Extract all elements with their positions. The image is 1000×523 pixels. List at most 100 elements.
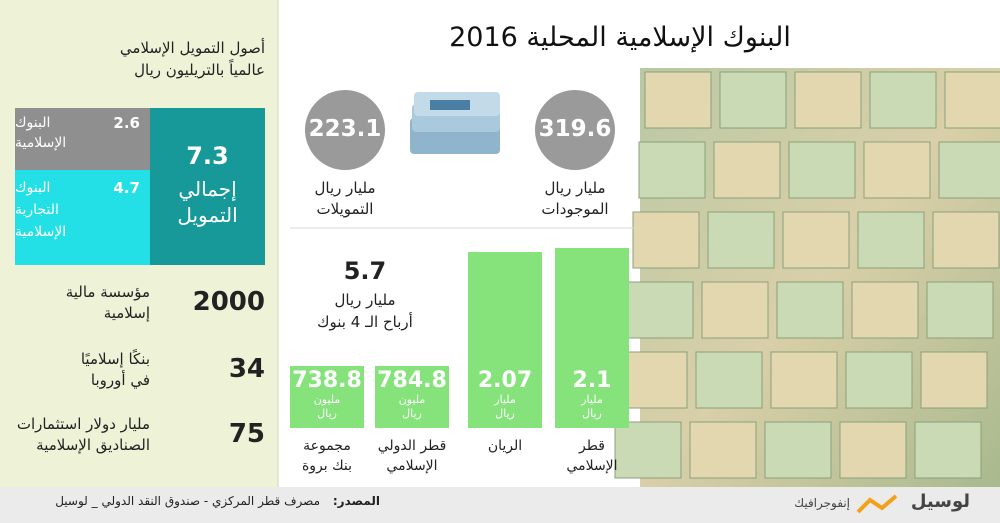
total-label: التمويل xyxy=(177,203,238,227)
bar-unit: ريال xyxy=(402,407,422,420)
banknote xyxy=(701,281,769,339)
fact-value: 2000 xyxy=(192,287,265,317)
banknote xyxy=(707,211,775,269)
bar-unit: مليار xyxy=(581,393,603,406)
box-value: 4.7 xyxy=(113,179,140,197)
banknote xyxy=(851,281,919,339)
footer xyxy=(0,487,1000,523)
panel-heading: عالمياً بالتريليون ريال xyxy=(134,61,265,79)
banknote xyxy=(932,211,1000,269)
bar-name: الإسلامي xyxy=(386,458,438,474)
bar-unit: ريال xyxy=(582,407,602,420)
bar-name: مجموعة xyxy=(303,438,351,454)
banknote xyxy=(644,71,712,129)
banknote xyxy=(920,351,988,409)
banknote xyxy=(695,351,763,409)
banknote xyxy=(938,141,1000,199)
banknote xyxy=(614,421,682,479)
bar-value: 2.07 xyxy=(477,368,533,393)
banknote xyxy=(944,71,1000,129)
bar-unit: مليون xyxy=(398,393,426,406)
banknote xyxy=(632,211,700,269)
notes-pattern xyxy=(614,71,1000,479)
fact-label: بنكًا إسلاميًا xyxy=(80,350,150,368)
banknote xyxy=(926,281,994,339)
circle-value: 319.6 xyxy=(538,116,612,142)
box-value: 2.6 xyxy=(113,114,140,132)
bar-value: 784.8 xyxy=(377,368,447,393)
banknote xyxy=(620,351,688,409)
bar-name: الإسلامي xyxy=(566,458,618,474)
profits-unit: مليار ريال xyxy=(334,291,396,309)
banknote xyxy=(839,421,907,479)
banknote xyxy=(788,141,856,199)
total-value: 7.3 xyxy=(186,142,229,170)
banknote xyxy=(794,71,862,129)
circle xyxy=(535,90,615,170)
photo xyxy=(640,68,1000,487)
circle xyxy=(305,90,385,170)
logo-mark xyxy=(856,494,898,514)
fact-label: في أوروبا xyxy=(90,371,150,389)
banknote xyxy=(869,71,937,129)
profits-value: 5.7 xyxy=(343,257,387,285)
source-label: المصدر: xyxy=(332,494,380,508)
banknote xyxy=(719,71,787,129)
total-label: إجمالي xyxy=(178,177,237,201)
bar xyxy=(468,252,542,428)
box-label: الإسلامية xyxy=(15,135,67,151)
panel-heading: أصول التمويل الإسلامي xyxy=(119,39,265,57)
banknote xyxy=(914,421,982,479)
bar xyxy=(555,248,629,428)
source-text: مصرف قطر المركزي - صندوق النقد الدولي _ … xyxy=(55,494,320,508)
banknote xyxy=(713,141,781,199)
fact-label: إسلامية xyxy=(103,304,150,322)
box-label: الإسلامية xyxy=(15,224,67,240)
bar-unit: ريال xyxy=(495,407,515,420)
cash-stack xyxy=(410,92,500,154)
circle-label: مليار ريال xyxy=(544,179,606,197)
fact-label: مؤسسة مالية xyxy=(65,283,150,301)
banknote xyxy=(638,141,706,199)
bar-unit: ريال xyxy=(317,407,337,420)
bar-name: قطر xyxy=(579,438,605,454)
brand-section: إنفوجرافيك xyxy=(794,496,850,510)
box-commercial xyxy=(15,170,150,265)
circle-value: 223.1 xyxy=(308,116,382,142)
bar-name: قطر الدولي xyxy=(377,438,447,454)
circle-label: الموجودات xyxy=(541,200,609,218)
box-label: البنوك xyxy=(15,180,51,196)
fact-value: 34 xyxy=(228,354,265,384)
bar-unit: مليار xyxy=(494,393,516,406)
bar xyxy=(290,366,364,428)
box-label: البنوك xyxy=(15,115,51,131)
banknote xyxy=(776,281,844,339)
bar-value: 738.8 xyxy=(292,368,362,393)
bar-unit: مليون xyxy=(313,393,341,406)
profits-label: أرباح الـ 4 بنوك xyxy=(317,313,413,331)
banknote xyxy=(782,211,850,269)
box-islamic xyxy=(15,108,150,170)
banknote xyxy=(764,421,832,479)
fact-value: 75 xyxy=(228,419,265,449)
box-label: التجارية xyxy=(15,202,59,218)
brand-name: لوسيل xyxy=(910,491,970,512)
circle-label: مليار ريال xyxy=(314,179,376,197)
box-total xyxy=(150,108,265,265)
title: البنوك الإسلامية المحلية 2016 xyxy=(449,22,791,53)
banknote xyxy=(626,281,694,339)
circle-label: التمويلات xyxy=(316,200,374,218)
banknote xyxy=(689,421,757,479)
bar-value: 2.1 xyxy=(572,368,612,393)
banknote xyxy=(845,351,913,409)
fact-label: الصناديق الإسلامية xyxy=(36,436,150,454)
banknote xyxy=(863,141,931,199)
banknote xyxy=(857,211,925,269)
fact-label: مليار دولار استثمارات xyxy=(16,415,150,433)
banknote xyxy=(770,351,838,409)
bar xyxy=(375,366,449,428)
bar-name: بنك بروة xyxy=(301,458,353,474)
bar-name: الريان xyxy=(487,438,523,454)
